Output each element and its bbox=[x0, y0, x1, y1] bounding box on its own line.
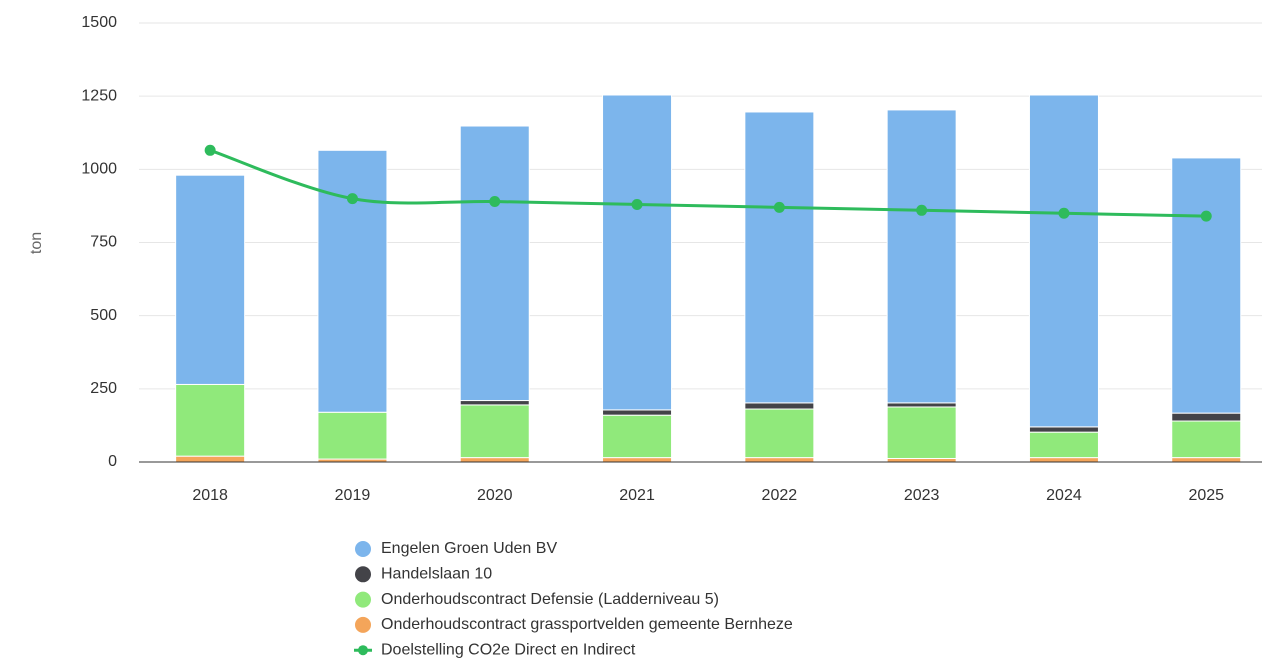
x-tick-label: 2018 bbox=[192, 487, 228, 504]
bar-segment bbox=[744, 457, 815, 463]
x-tick-label: 2023 bbox=[904, 487, 940, 504]
line-point bbox=[916, 204, 928, 216]
line-point bbox=[1058, 207, 1070, 219]
bar-segment bbox=[175, 174, 246, 385]
legend-label: Onderhoudscontract grassportvelden gemee… bbox=[381, 616, 793, 633]
bar-segment bbox=[744, 111, 815, 404]
bar-segment bbox=[459, 404, 530, 459]
legend-label: Onderhoudscontract Defensie (Laddernivea… bbox=[381, 591, 719, 608]
bar-segment bbox=[1171, 420, 1242, 459]
y-tick-label: 1000 bbox=[81, 161, 117, 178]
bar-segment bbox=[317, 149, 388, 413]
legend-marker bbox=[355, 541, 371, 557]
x-tick-label: 2024 bbox=[1046, 487, 1082, 504]
line-point bbox=[773, 201, 785, 213]
bar-segment bbox=[602, 414, 673, 459]
legend-label: Doelstelling CO2e Direct en Indirect bbox=[381, 641, 636, 658]
bar-segment bbox=[744, 408, 815, 459]
bar-segment bbox=[175, 383, 246, 457]
bar-segment bbox=[886, 402, 957, 408]
bar-segment bbox=[459, 400, 530, 406]
y-tick-label: 750 bbox=[90, 234, 117, 251]
y-tick-label: 500 bbox=[90, 307, 117, 324]
x-tick-label: 2025 bbox=[1188, 487, 1224, 504]
line-point bbox=[1200, 210, 1212, 222]
legend-marker bbox=[358, 645, 368, 656]
x-tick-label: 2021 bbox=[619, 487, 655, 504]
bar-segment bbox=[317, 411, 388, 460]
x-tick-label: 2019 bbox=[335, 487, 371, 504]
bar-segment bbox=[886, 109, 957, 404]
bar-segment bbox=[459, 457, 530, 463]
bar-segment bbox=[602, 457, 673, 463]
bar-segment bbox=[1028, 431, 1099, 459]
bar-segment bbox=[175, 455, 246, 463]
line-point bbox=[204, 144, 216, 156]
y-tick-label: 0 bbox=[108, 453, 117, 470]
legend-label: Engelen Groen Uden BV bbox=[381, 540, 557, 557]
bar-segment bbox=[602, 409, 673, 416]
bar-segment bbox=[744, 402, 815, 410]
line-point bbox=[489, 196, 501, 208]
bar-segment bbox=[886, 457, 957, 463]
legend-marker bbox=[355, 566, 371, 583]
legend-marker bbox=[355, 616, 371, 633]
line-point bbox=[631, 198, 643, 210]
legend-label: Handelslaan 10 bbox=[381, 566, 492, 583]
line-point bbox=[346, 193, 358, 205]
bar-segment bbox=[459, 125, 530, 402]
bar-segment bbox=[1171, 412, 1242, 422]
bar-segment bbox=[1171, 157, 1242, 414]
x-tick-label: 2020 bbox=[477, 487, 513, 504]
bar-segment bbox=[886, 406, 957, 459]
x-tick-label: 2022 bbox=[762, 487, 798, 504]
y-axis-title: ton bbox=[28, 232, 45, 254]
y-tick-label: 250 bbox=[90, 380, 117, 397]
bar-segment bbox=[1028, 426, 1099, 433]
y-tick-label: 1250 bbox=[81, 87, 117, 104]
bar-segment bbox=[1028, 94, 1099, 428]
line-series bbox=[209, 148, 1207, 218]
bar-segment bbox=[1028, 457, 1099, 463]
bar-segment bbox=[1171, 457, 1242, 463]
legend-marker bbox=[355, 591, 371, 608]
y-tick-label: 1500 bbox=[81, 14, 117, 31]
bar-segment bbox=[602, 94, 673, 411]
